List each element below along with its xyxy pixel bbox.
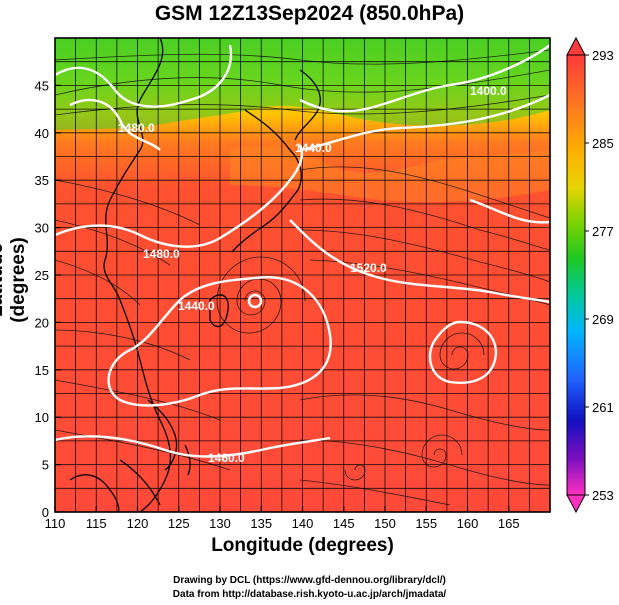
contour-label: 1520.0 xyxy=(350,261,387,275)
y-tick-label: 40 xyxy=(35,126,49,141)
credit-drawing: Drawing by DCL (https://www.gfd-dennou.o… xyxy=(173,575,446,586)
y-tick-label: 35 xyxy=(35,173,49,188)
y-tick-label: 5 xyxy=(42,458,49,473)
y-axis-ticks: 0 5 10 15 20 25 30 35 40 45 xyxy=(35,78,61,520)
contour-label: 1440.0 xyxy=(295,141,332,155)
x-tick-label: 160 xyxy=(457,516,479,531)
contour-label: 1480.0 xyxy=(118,121,155,135)
y-tick-label: 15 xyxy=(35,363,49,378)
colorbar-tick-label: 261 xyxy=(592,400,614,415)
wind-streamlines xyxy=(55,49,550,506)
x-tick-label: 115 xyxy=(86,516,107,531)
x-tick-label: 140 xyxy=(292,516,314,531)
x-tick-label: 130 xyxy=(209,516,231,531)
colorbar-tick-label: 285 xyxy=(592,136,614,151)
y-tick-label: 30 xyxy=(35,221,49,236)
x-tick-label: 165 xyxy=(498,516,520,531)
x-tick-label: 145 xyxy=(333,516,355,531)
contour-label: 1440.0 xyxy=(178,299,215,313)
colorbar-tick-label: 293 xyxy=(592,48,614,63)
colorbar-tick-label: 277 xyxy=(592,224,614,239)
y-tick-label: 20 xyxy=(35,315,49,330)
y-tick-label: 0 xyxy=(42,505,49,520)
x-axis-label: Longitude (degrees) xyxy=(211,535,394,556)
contour-labels: 1400.0 1480.0 1520.0 1440.0 1440.0 1480.… xyxy=(118,84,507,465)
x-tick-label: 125 xyxy=(168,516,190,531)
colorbar: 293 285 277 269 261 253 xyxy=(566,36,614,514)
colorbar-tick-label: 269 xyxy=(592,312,614,327)
warm-band xyxy=(230,145,550,202)
map-title: GSM 12Z13Sep2024 (850.0hPa) xyxy=(154,2,465,25)
contour-label: 1480.0 xyxy=(143,247,180,261)
credit-data: Data from http://database.rish.kyoto-u.a… xyxy=(172,589,447,600)
x-tick-label: 120 xyxy=(127,516,149,531)
x-tick-label: 135 xyxy=(250,516,272,531)
contour-label: 1460.0 xyxy=(208,451,245,465)
height-contours xyxy=(55,44,550,458)
y-tick-label: 45 xyxy=(35,78,49,93)
x-tick-label: 155 xyxy=(415,516,437,531)
x-tick-label: 110 xyxy=(45,516,66,531)
y-tick-label: 10 xyxy=(35,410,49,425)
x-axis-ticks: 110 115 120 125 130 135 140 145 150 155 160 165 xyxy=(45,506,520,531)
y-tick-label: 25 xyxy=(35,268,49,283)
x-tick-label: 150 xyxy=(374,516,396,531)
contour-label: 1400.0 xyxy=(470,84,507,98)
colorbar-tick-label: 253 xyxy=(592,488,614,503)
